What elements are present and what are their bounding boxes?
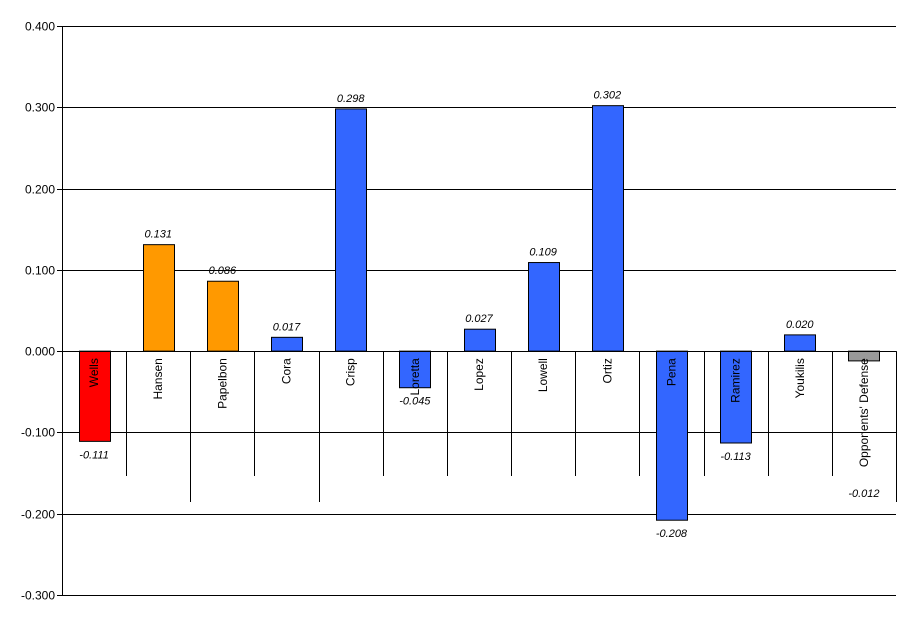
category-label: Youkilis — [793, 358, 807, 398]
bar — [656, 350, 688, 521]
category-label: Opponents' Defense — [857, 358, 871, 467]
y-tick-label: 0.000 — [25, 345, 55, 359]
bar — [464, 328, 496, 352]
category-separators — [126, 351, 897, 502]
data-value-label: -0.012 — [848, 488, 879, 500]
y-tick-label: -0.200 — [21, 508, 55, 522]
data-value-label: -0.113 — [720, 451, 751, 463]
y-tick-label: 0.400 — [25, 20, 55, 34]
category-label: Hansen — [151, 358, 165, 399]
category-label: Pena — [664, 358, 678, 386]
category-label: Ortiz — [600, 358, 614, 383]
category-labels: Wells Hansen Papelbon Cora Crisp Loretta Lopez… — [87, 358, 871, 467]
category-label: Loretta — [408, 358, 422, 396]
y-tick-label: 0.300 — [25, 101, 55, 115]
data-value-label: 0.020 — [786, 319, 814, 331]
bar — [784, 334, 816, 352]
category-label: Wells — [87, 358, 101, 387]
bars — [79, 105, 880, 521]
gridlines — [57, 26, 896, 596]
category-label: Crisp — [344, 358, 358, 386]
bar — [79, 350, 111, 442]
bar — [720, 350, 752, 444]
data-value-label: 0.086 — [209, 265, 237, 277]
category-label: Papelbon — [215, 358, 229, 409]
y-tick-label: -0.300 — [21, 589, 55, 603]
data-value-label: 0.109 — [529, 247, 557, 259]
category-label: Lowell — [536, 358, 550, 392]
data-value-label: 0.298 — [337, 93, 365, 105]
data-value-label: -0.111 — [79, 449, 109, 461]
y-axis-tick-labels: -0.300 -0.200 -0.100 0.000 0.100 0.200 0.300 0.… — [21, 20, 55, 603]
data-value-label: 0.027 — [465, 313, 493, 325]
bar — [592, 105, 624, 352]
data-value-label: 0.302 — [594, 90, 622, 102]
bar — [335, 108, 367, 352]
data-value-label: -0.208 — [656, 528, 688, 540]
bar — [271, 336, 303, 352]
data-value-label: 0.131 — [144, 229, 172, 241]
data-value-label: 0.017 — [273, 321, 301, 333]
category-label: Cora — [280, 358, 294, 384]
data-value-label: -0.045 — [399, 396, 431, 408]
axes — [62, 26, 896, 595]
y-tick-label: -0.100 — [21, 426, 55, 440]
bar — [528, 262, 560, 352]
bar — [207, 280, 239, 352]
bar — [143, 244, 175, 352]
category-label: Ramirez — [729, 358, 743, 403]
category-label: Lopez — [472, 358, 486, 391]
value-labels: -0.111 0.131 0.086 0.017 0.298 -0.045 0.027 0.1… — [79, 90, 879, 541]
y-tick-label: 0.200 — [25, 183, 55, 197]
bar — [399, 350, 431, 389]
y-tick-label: 0.100 — [25, 264, 55, 278]
